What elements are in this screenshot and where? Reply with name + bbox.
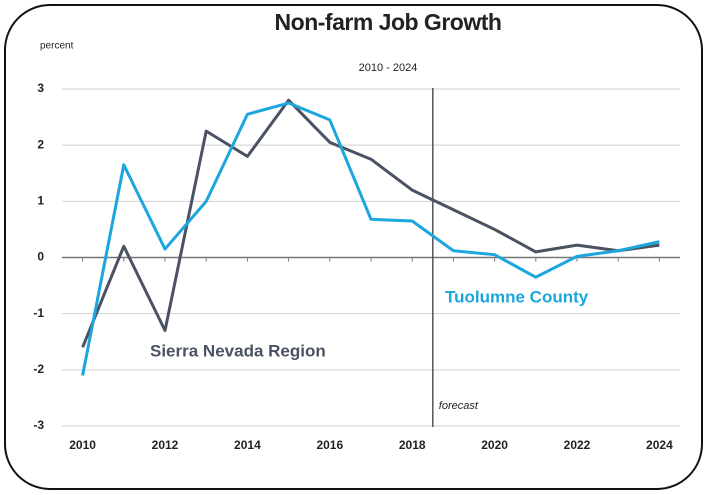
series-line [81,98,660,348]
x-tick-label: 2012 [152,438,179,452]
frame [4,4,703,490]
y-axis-label: percent [40,41,74,52]
series-label: Sierra Nevada Region [150,341,326,360]
x-tick-label: 2020 [481,438,508,452]
x-tick-label: 2024 [646,438,673,452]
y-tick-label: -1 [33,306,44,320]
series-label: Tuolumne County [445,287,589,306]
x-tick-label: 2014 [234,438,261,452]
x-tick-label: 2010 [69,438,96,452]
y-tick-label: 1 [37,194,44,208]
y-tick-label: 2 [37,137,44,151]
y-tick-label: -3 [33,418,44,432]
x-tick-label: 2016 [316,438,343,452]
chart-title: Non-farm Job Growth [275,9,502,35]
chart-subtitle: 2010 - 2024 [359,62,418,74]
y-tick-label: 3 [37,81,44,95]
y-tick-label: 0 [37,250,44,264]
x-tick-label: 2022 [564,438,591,452]
x-tick-label: 2018 [399,438,426,452]
series-line [81,101,660,376]
forecast-label: forecast [439,400,479,412]
y-tick-label: -2 [33,362,44,376]
